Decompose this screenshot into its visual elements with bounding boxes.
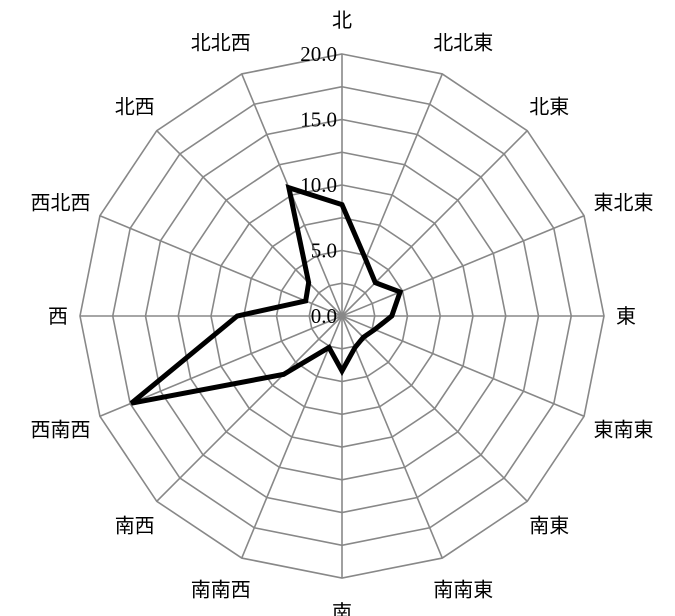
direction-label-2: 北北東 xyxy=(433,31,493,55)
tick-label-2: 5.0 xyxy=(311,239,337,263)
spoke-8 xyxy=(341,315,443,559)
spoke-6 xyxy=(341,315,585,417)
spoke-7 xyxy=(341,315,528,502)
direction-label-16: 北北西 xyxy=(191,31,251,55)
direction-label-9: 南 xyxy=(332,600,352,616)
series-layer xyxy=(129,184,404,406)
direction-label-8: 南南東 xyxy=(433,577,493,601)
spoke-2 xyxy=(341,73,443,317)
radar-spokes xyxy=(80,54,604,578)
direction-label-14: 西北西 xyxy=(31,191,91,215)
direction-label-11: 南西 xyxy=(115,513,155,537)
tick-label-3: 10.0 xyxy=(300,173,337,197)
series-line-1 xyxy=(129,184,404,406)
direction-label-12: 西南西 xyxy=(31,417,91,441)
direction-label-10: 南南西 xyxy=(191,577,251,601)
direction-label-7: 南東 xyxy=(529,513,569,537)
spoke-4 xyxy=(341,215,585,317)
radial-tick-labels: 0.0 5.0 10.0 15.0 20.0 xyxy=(300,42,337,328)
spoke-15 xyxy=(156,130,343,317)
direction-label-15: 北西 xyxy=(115,95,155,119)
direction-label-6: 東南東 xyxy=(593,417,653,441)
direction-label-3: 北東 xyxy=(529,95,569,119)
spoke-3 xyxy=(341,130,528,317)
direction-label-1: 北 xyxy=(332,8,352,32)
spoke-11 xyxy=(156,315,343,502)
spoke-10 xyxy=(241,315,343,559)
tick-label-1: 0.0 xyxy=(311,304,337,328)
direction-label-13: 西 xyxy=(48,304,68,328)
direction-label-4: 東北東 xyxy=(593,191,653,215)
tick-label-4: 15.0 xyxy=(300,108,337,132)
tick-label-5: 20.0 xyxy=(300,42,337,66)
direction-label-5: 東 xyxy=(616,304,636,328)
